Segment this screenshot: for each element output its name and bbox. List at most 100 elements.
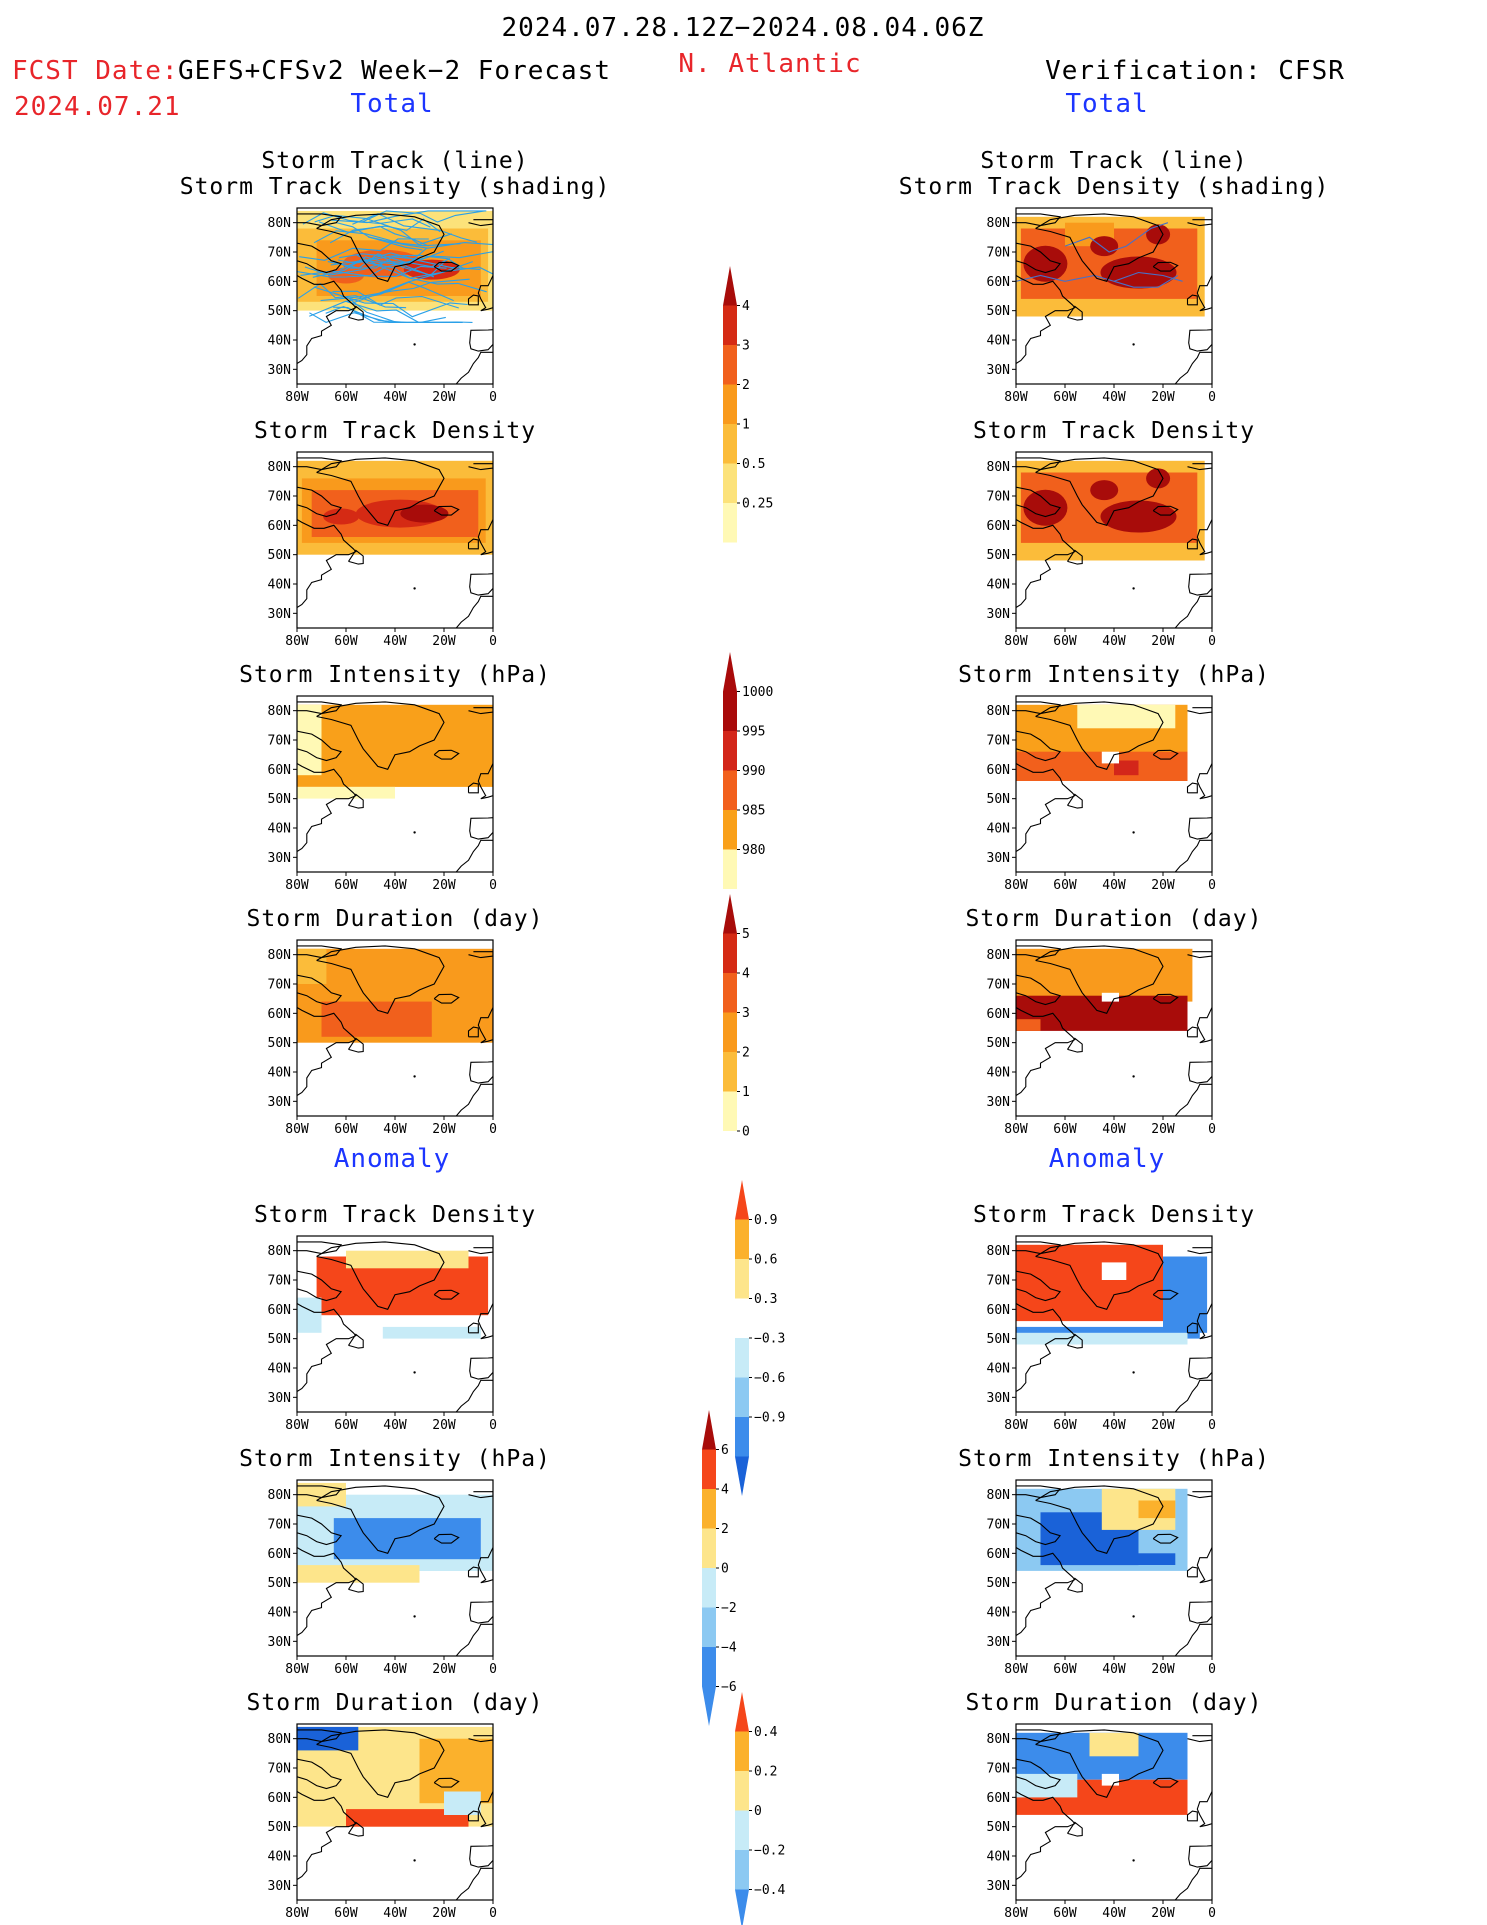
map-panel: 80N 70N 60N 50N 40N 30N 80W 60W 40W 20W 0 Storm Tra… bbox=[254, 1202, 535, 1433]
storm-track-line bbox=[330, 210, 487, 224]
coastline bbox=[348, 1577, 364, 1593]
colorbar-bottom-arrow bbox=[702, 1686, 716, 1726]
storm-track-line bbox=[339, 253, 446, 276]
coastline bbox=[468, 463, 493, 471]
colorbar-label: 3 bbox=[742, 1006, 750, 1021]
coastline bbox=[1186, 1322, 1198, 1334]
colorbar-anomaly-density: 0.9 0.6 0.3 −0.3 −0.6 −0.9 bbox=[735, 1180, 785, 1496]
lat-tick-label: 80N bbox=[268, 460, 291, 475]
lat-tick-label: 70N bbox=[987, 1762, 1010, 1777]
lat-tick-label: 60N bbox=[987, 763, 1010, 778]
map-fill-layer bbox=[1016, 948, 1193, 1031]
storm-track-line bbox=[1064, 222, 1169, 253]
coastline-layer bbox=[297, 457, 493, 628]
lon-tick-label: 60W bbox=[334, 390, 358, 405]
map-panel: 80N 70N 60N 50N 40N 30N 80W 60W 40W 20W 0 Storm Tra… bbox=[899, 148, 1329, 405]
coastline bbox=[1187, 219, 1212, 227]
colorbar-intensity: 1000 995 990 985 980 bbox=[723, 652, 773, 929]
colorbar-duration: 5 4 3 2 1 0 bbox=[723, 894, 750, 1171]
coastline bbox=[1035, 1485, 1164, 1554]
colorbar-segment bbox=[723, 933, 737, 973]
lon-tick-label: 60W bbox=[1053, 1662, 1077, 1677]
lat-tick-label: 30N bbox=[268, 1879, 291, 1894]
colorbar-label: 6 bbox=[721, 1443, 729, 1458]
coastline bbox=[1067, 305, 1083, 321]
lon-tick-label: 80W bbox=[285, 878, 309, 893]
colorbar-segment bbox=[702, 1489, 716, 1529]
colorbar-segment bbox=[735, 1731, 749, 1771]
colorbar-label: 1 bbox=[742, 418, 750, 433]
section-anomaly-left: Anomaly bbox=[334, 1144, 451, 1174]
colorbar-segment bbox=[735, 1417, 749, 1457]
lat-tick-label: 50N bbox=[987, 1576, 1010, 1591]
coastline bbox=[469, 1845, 493, 1868]
lon-tick-label: 80W bbox=[1004, 1906, 1028, 1921]
lon-tick-label: 0 bbox=[489, 1418, 497, 1433]
lon-tick-label: 60W bbox=[334, 1122, 358, 1137]
coastline bbox=[1188, 573, 1212, 596]
colorbar-top-arrow bbox=[735, 1180, 749, 1220]
coastline bbox=[348, 1037, 364, 1053]
map-fill-layer bbox=[297, 1726, 493, 1827]
coastline bbox=[1186, 538, 1198, 550]
colorbar-segment bbox=[723, 1091, 737, 1131]
colorbar-label: −0.2 bbox=[754, 1844, 785, 1859]
lat-tick-label: 30N bbox=[268, 1635, 291, 1650]
coastline bbox=[297, 1007, 357, 1096]
coastline bbox=[297, 519, 357, 608]
coastline bbox=[1016, 457, 1062, 471]
coastline bbox=[468, 707, 493, 715]
coastline bbox=[348, 793, 364, 809]
colorbar-top-arrow bbox=[735, 1692, 749, 1732]
lat-tick-label: 70N bbox=[268, 1762, 291, 1777]
lat-tick-label: 70N bbox=[987, 1518, 1010, 1533]
coastline bbox=[1186, 782, 1198, 794]
coastline bbox=[468, 1491, 493, 1499]
field-cell bbox=[297, 1726, 359, 1751]
panel-title: Storm Track Density (shading) bbox=[180, 174, 611, 200]
colorbar-segment bbox=[723, 731, 737, 771]
lat-tick-label: 60N bbox=[987, 1791, 1010, 1806]
lat-tick-label: 30N bbox=[987, 363, 1010, 378]
coastline bbox=[455, 1083, 493, 1116]
colorbar-anomaly-duration: 0.4 0.2 0 −0.2 −0.4 bbox=[735, 1692, 785, 1925]
panel-title: Storm Track (line) bbox=[980, 148, 1247, 174]
colorbar-label: 0 bbox=[742, 1125, 750, 1140]
storm-track-line bbox=[300, 265, 447, 277]
lon-tick-label: 80W bbox=[1004, 390, 1028, 405]
storm-track-line bbox=[297, 283, 407, 309]
map-panel: 80N 70N 60N 50N 40N 30N 80W 60W 40W 20W 0 Storm Tra… bbox=[973, 1202, 1254, 1433]
coastline bbox=[467, 782, 479, 794]
lon-tick-label: 20W bbox=[432, 878, 456, 893]
coastline bbox=[468, 1735, 493, 1743]
colorbar-label: 0.3 bbox=[754, 1292, 777, 1307]
lon-tick-label: 20W bbox=[1151, 1122, 1175, 1137]
colorbar-segment bbox=[723, 503, 737, 543]
coastline bbox=[297, 213, 343, 227]
colorbar-segment bbox=[735, 1810, 749, 1850]
storm-track-line bbox=[361, 210, 485, 223]
coastline bbox=[433, 1533, 460, 1544]
colorbar-bottom-arrow bbox=[735, 1456, 749, 1496]
coastline bbox=[469, 1357, 493, 1380]
coastline bbox=[1016, 945, 1062, 959]
map-fill-layer bbox=[1016, 1488, 1188, 1571]
coastline bbox=[1152, 1777, 1179, 1788]
coastline-layer bbox=[297, 945, 493, 1116]
density-contour bbox=[1100, 500, 1177, 533]
fcst-date-label: FCST Date: bbox=[12, 56, 179, 86]
storm-track-line bbox=[312, 247, 427, 278]
field-cell bbox=[1016, 1773, 1078, 1798]
field-cell bbox=[297, 1565, 420, 1583]
lon-tick-label: 40W bbox=[1102, 1122, 1126, 1137]
colorbar-segment bbox=[723, 424, 737, 464]
coastline bbox=[477, 275, 493, 312]
coastline bbox=[1016, 1241, 1062, 1255]
colorbar-segment bbox=[723, 1012, 737, 1052]
colorbar-anomaly-intensity: 6 4 2 0 −2 −4 −6 bbox=[702, 1410, 737, 1726]
colorbar-segment bbox=[735, 1377, 749, 1417]
field-cell bbox=[346, 1809, 469, 1827]
coastline bbox=[297, 242, 343, 274]
coastline bbox=[1035, 701, 1164, 770]
storm-track-line bbox=[327, 253, 451, 269]
